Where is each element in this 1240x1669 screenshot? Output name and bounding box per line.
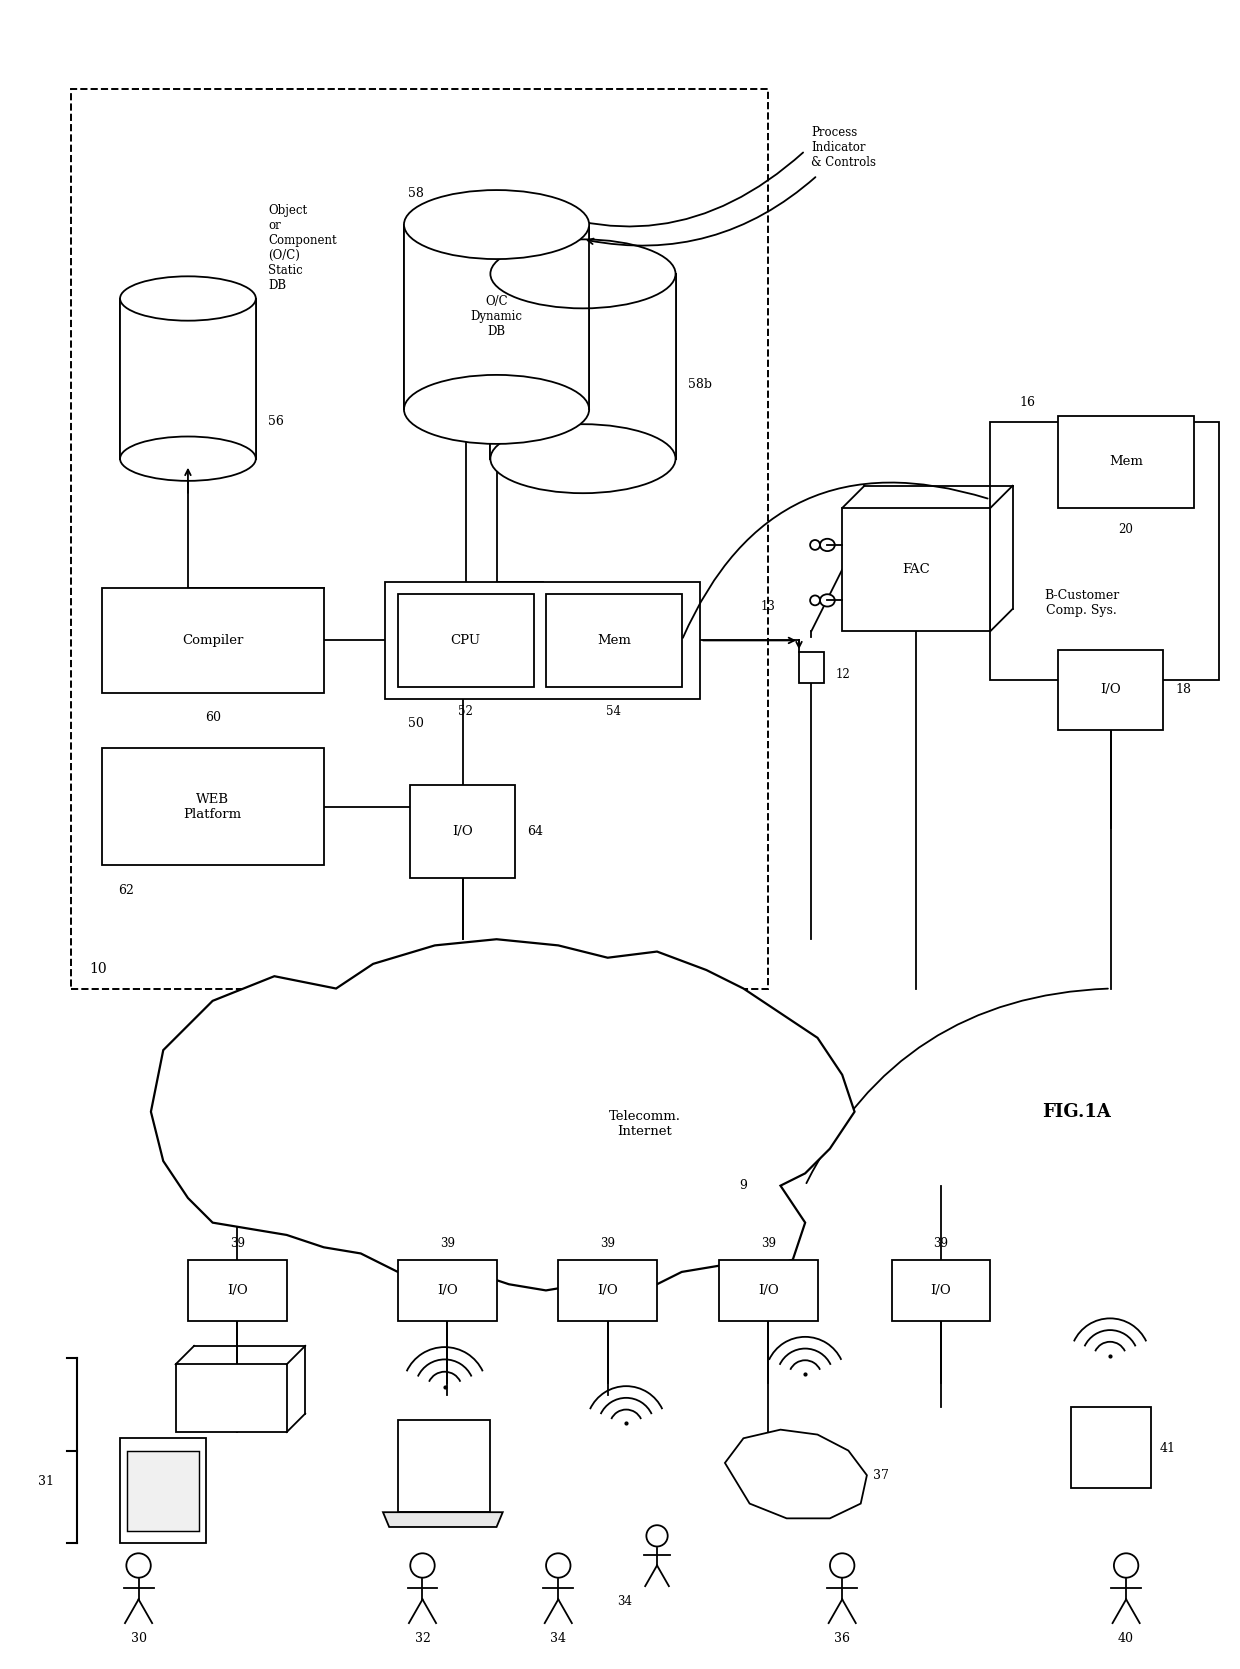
- Text: 41: 41: [1159, 1442, 1176, 1455]
- Text: 62: 62: [118, 885, 134, 896]
- Text: 54: 54: [606, 704, 621, 718]
- FancyBboxPatch shape: [799, 653, 823, 683]
- FancyBboxPatch shape: [1070, 1407, 1151, 1487]
- Text: 31b: 31b: [221, 1392, 242, 1402]
- Text: 34: 34: [551, 1632, 567, 1644]
- Polygon shape: [404, 225, 589, 409]
- Circle shape: [1114, 1554, 1138, 1577]
- Text: 18: 18: [1176, 683, 1192, 696]
- Text: Compiler: Compiler: [182, 634, 243, 648]
- FancyBboxPatch shape: [1058, 416, 1194, 507]
- Text: O/C
Dynamic
DB: O/C Dynamic DB: [470, 295, 522, 339]
- FancyBboxPatch shape: [546, 594, 682, 686]
- Text: 50: 50: [408, 718, 424, 731]
- Ellipse shape: [490, 239, 676, 309]
- Polygon shape: [725, 1430, 867, 1519]
- Polygon shape: [151, 940, 854, 1290]
- Text: 56: 56: [268, 416, 284, 429]
- Text: 58: 58: [408, 187, 424, 200]
- Ellipse shape: [820, 539, 835, 551]
- Text: 36: 36: [835, 1632, 851, 1644]
- Text: 30: 30: [130, 1632, 146, 1644]
- Text: I/O: I/O: [1100, 683, 1121, 696]
- Ellipse shape: [404, 376, 589, 444]
- Text: I/O: I/O: [436, 1283, 458, 1297]
- Text: Process
Indicator
& Controls: Process Indicator & Controls: [811, 125, 877, 169]
- Text: 39: 39: [440, 1237, 455, 1250]
- FancyBboxPatch shape: [1058, 649, 1163, 729]
- FancyBboxPatch shape: [102, 748, 324, 865]
- FancyBboxPatch shape: [120, 1439, 207, 1544]
- FancyBboxPatch shape: [719, 1260, 817, 1322]
- Text: 64: 64: [527, 824, 543, 838]
- Text: 40: 40: [1118, 1632, 1135, 1644]
- FancyBboxPatch shape: [128, 1450, 200, 1530]
- Text: Mem: Mem: [596, 634, 631, 648]
- FancyBboxPatch shape: [102, 587, 324, 693]
- Circle shape: [830, 1554, 854, 1577]
- Text: 14: 14: [1019, 646, 1034, 659]
- Text: I/O: I/O: [453, 824, 472, 838]
- Text: 31: 31: [38, 1475, 55, 1487]
- Text: 58b: 58b: [688, 379, 712, 391]
- Ellipse shape: [404, 190, 589, 259]
- Ellipse shape: [120, 277, 255, 320]
- Text: 58a: 58a: [601, 329, 625, 342]
- FancyBboxPatch shape: [398, 1260, 496, 1322]
- Text: 32: 32: [414, 1632, 430, 1644]
- Text: 39: 39: [934, 1237, 949, 1250]
- Text: I/O: I/O: [598, 1283, 618, 1297]
- Ellipse shape: [810, 596, 820, 606]
- FancyBboxPatch shape: [410, 784, 515, 878]
- Text: 52: 52: [459, 704, 474, 718]
- Circle shape: [126, 1554, 151, 1577]
- Text: 12: 12: [836, 668, 851, 681]
- Text: 20: 20: [1118, 522, 1133, 536]
- Text: Mem: Mem: [1110, 456, 1143, 469]
- Polygon shape: [120, 299, 255, 459]
- Text: FAC: FAC: [903, 562, 930, 576]
- Text: 9: 9: [739, 1180, 748, 1192]
- Text: 39: 39: [760, 1237, 776, 1250]
- Ellipse shape: [810, 541, 820, 549]
- Polygon shape: [398, 1420, 490, 1512]
- Text: 31a: 31a: [154, 1530, 172, 1539]
- Circle shape: [546, 1554, 570, 1577]
- Text: CPU: CPU: [450, 634, 481, 648]
- FancyBboxPatch shape: [176, 1364, 286, 1432]
- Text: 60: 60: [205, 711, 221, 724]
- Text: 39: 39: [229, 1237, 244, 1250]
- FancyBboxPatch shape: [991, 422, 1219, 681]
- Polygon shape: [490, 274, 676, 459]
- FancyBboxPatch shape: [188, 1260, 286, 1322]
- Text: 37: 37: [873, 1469, 889, 1482]
- Text: Object
or
Component
(O/C)
Static
DB: Object or Component (O/C) Static DB: [268, 204, 337, 292]
- Polygon shape: [383, 1512, 502, 1527]
- Text: FIG.1A: FIG.1A: [1043, 1103, 1111, 1122]
- Ellipse shape: [120, 437, 255, 481]
- Text: 10: 10: [89, 963, 107, 976]
- Circle shape: [646, 1525, 667, 1547]
- Ellipse shape: [820, 594, 835, 606]
- Circle shape: [410, 1554, 435, 1577]
- Text: 33: 33: [438, 1495, 451, 1505]
- Text: 16: 16: [1019, 397, 1035, 409]
- Text: I/O: I/O: [930, 1283, 951, 1297]
- Text: 34: 34: [618, 1596, 632, 1607]
- Ellipse shape: [490, 424, 676, 492]
- Text: 13: 13: [760, 601, 775, 613]
- Text: I/O: I/O: [758, 1283, 779, 1297]
- FancyBboxPatch shape: [842, 507, 991, 631]
- FancyBboxPatch shape: [386, 582, 701, 699]
- Text: I/O: I/O: [227, 1283, 248, 1297]
- Text: B-Customer
Comp. Sys.: B-Customer Comp. Sys.: [1044, 589, 1120, 618]
- Text: Telecomm.
Internet: Telecomm. Internet: [609, 1110, 681, 1138]
- FancyBboxPatch shape: [892, 1260, 991, 1322]
- Text: 39: 39: [600, 1237, 615, 1250]
- Text: WEB
Platform: WEB Platform: [184, 793, 242, 821]
- FancyBboxPatch shape: [398, 594, 533, 686]
- FancyBboxPatch shape: [558, 1260, 657, 1322]
